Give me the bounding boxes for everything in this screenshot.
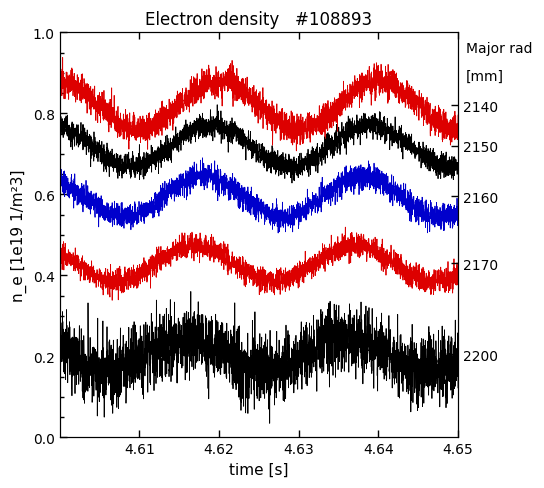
- Title: Electron density   #108893: Electron density #108893: [145, 11, 373, 29]
- Y-axis label: n_e [1e19 1/m²3]: n_e [1e19 1/m²3]: [11, 169, 27, 302]
- Text: Major rad: Major rad: [466, 41, 533, 56]
- X-axis label: time [s]: time [s]: [229, 462, 289, 477]
- Text: [mm]: [mm]: [466, 70, 504, 84]
